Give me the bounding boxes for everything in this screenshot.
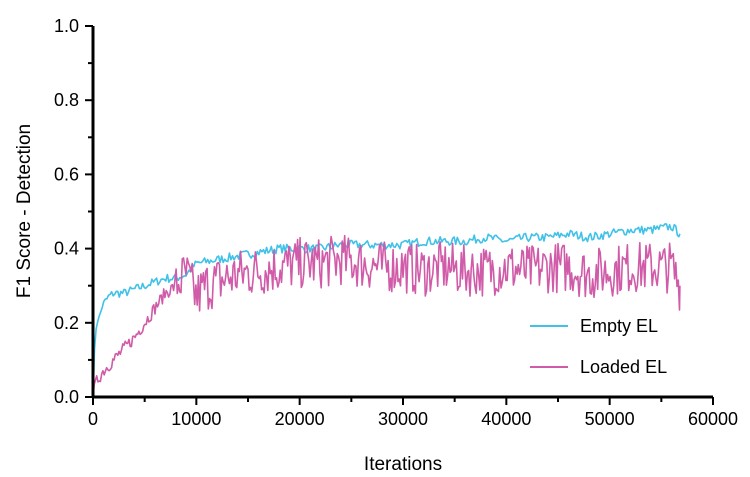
- series-line: [92, 234, 681, 398]
- y-tick-label: 0.2: [54, 313, 79, 333]
- x-tick-label: 10000: [171, 409, 221, 429]
- x-tick-label: 60000: [688, 409, 738, 429]
- x-tick-label: 20000: [275, 409, 325, 429]
- x-tick-label: 0: [88, 409, 98, 429]
- y-tick-label: 0.6: [54, 164, 79, 184]
- x-tick-label: 50000: [585, 409, 635, 429]
- x-axis-label: Iterations: [364, 454, 442, 475]
- legend-label: Loaded EL: [580, 357, 667, 377]
- y-tick-label: 0.0: [54, 387, 79, 407]
- y-tick-label: 1.0: [54, 16, 79, 36]
- x-tick-label: 30000: [378, 409, 428, 429]
- y-tick-label: 0.8: [54, 90, 79, 110]
- legend-label: Empty EL: [580, 316, 658, 336]
- x-tick-label: 40000: [481, 409, 531, 429]
- legend: Empty EL Loaded EL: [530, 316, 667, 377]
- y-tick-label: 0.4: [54, 239, 79, 259]
- y-axis-label: F1 Score - Detection: [14, 124, 35, 298]
- ticks: 0 10000 20000 30000 40000 50000 60000 0.0 0.2 0.4…: [54, 16, 738, 429]
- series-layer: [92, 223, 681, 398]
- axes: [91, 26, 713, 399]
